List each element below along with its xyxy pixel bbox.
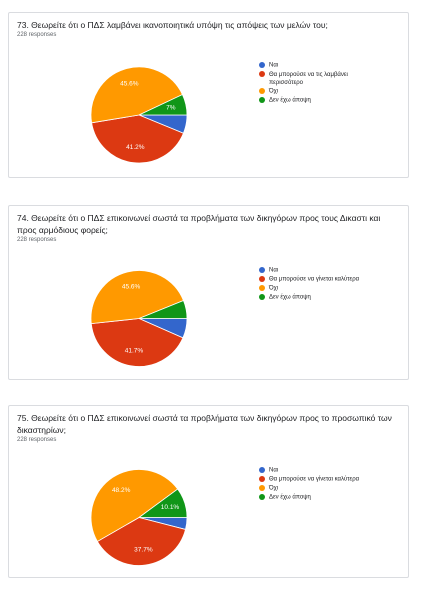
pie-chart: 37.7% 48.2% 10.1% Ναι Θα μπορούσε να γίνεται… — [90, 467, 360, 566]
legend-swatch — [259, 267, 265, 273]
slice-label: 45.6% — [122, 284, 141, 291]
legend-label: Όχι — [268, 286, 279, 292]
legend-swatch — [259, 276, 265, 282]
question: 74. Θεωρείτε ότι ο ΠΔΣ επικοινωνεί σωστά… — [17, 213, 381, 235]
pie-chart: 41.2% 45.6% 7% Ναι Θα μπορούσε να τις λαμβάν… — [90, 62, 349, 164]
question: 73. Θεωρείτε ότι ο ΠΔΣ λαμβάνει ικανοποι… — [17, 20, 328, 30]
legend-label: Δεν έχω άποψη — [269, 294, 311, 301]
pie-slice — [138, 94, 188, 116]
legend-swatch — [259, 97, 265, 103]
responses: 228 responses — [17, 437, 57, 443]
pie-slice — [90, 270, 185, 325]
legend-label: Ναι — [269, 63, 279, 69]
legend-label: Θα μπορούσε να γίνεται καλύτερα — [269, 477, 360, 483]
chart-title: 74. Θεωρείτε ότι ο ΠΔΣ επικοινωνεί σωστά… — [17, 212, 397, 245]
legend-label: Δεν έχω άποψη — [269, 97, 311, 104]
slice-label: 45.6% — [120, 81, 139, 88]
legend-swatch — [259, 88, 265, 94]
chart-card: 74. Θεωρείτε ότι ο ΠΔΣ επικοινωνεί σωστά… — [8, 205, 409, 380]
slice-label: 48.2% — [112, 487, 131, 494]
pie-slice — [90, 469, 179, 542]
slice-label: 10.1% — [161, 504, 180, 511]
pie-slice — [90, 318, 184, 367]
legend-label: Ναι — [269, 268, 279, 274]
responses: 228 responses — [17, 237, 57, 243]
legend-line: Θα μπορούσε να τις λαμβάνει — [269, 71, 349, 78]
legend-swatch — [259, 485, 265, 491]
slice-label: 41.7% — [125, 347, 144, 354]
legend-label: Όχι — [268, 89, 279, 95]
chart-title: 75. Θεωρείτε ότι ο ΠΔΣ επικοινωνεί σωστά… — [17, 412, 397, 445]
chart-card: 75. Θεωρείτε ότι ο ΠΔΣ επικοινωνεί σωστά… — [8, 405, 409, 578]
legend-swatch — [259, 294, 265, 300]
responses: 228 responses — [17, 32, 57, 38]
legend-label: Δεν έχω άποψη — [269, 494, 311, 501]
legend-label: Θα μπορούσε να τις λαμβάνει περισσότερο — [269, 71, 349, 86]
legend-swatch — [259, 467, 265, 473]
legend-swatch — [259, 71, 265, 77]
legend-label: Ναι — [269, 468, 279, 474]
legend-swatch — [259, 476, 265, 482]
pie-slice — [137, 488, 188, 518]
slice-label: 37.7% — [134, 547, 153, 554]
question: 75. Θεωρείτε ότι ο ΠΔΣ επικοινωνεί σωστά… — [17, 413, 392, 435]
legend-swatch — [259, 494, 265, 500]
pie-chart: 41.7% 45.6% Ναι Θα μπορούσε να γίνεται καλύ… — [90, 267, 360, 367]
legend-label: Θα μπορούσε να γίνεται καλύτερα — [269, 277, 360, 283]
slice-label: 7% — [166, 105, 176, 112]
pie-slice — [91, 114, 184, 164]
legend-swatch — [259, 62, 265, 68]
slice-label: 41.2% — [126, 144, 145, 151]
legend-line: περισσότερο — [269, 79, 304, 86]
chart-title: 73. Θεωρείτε ότι ο ΠΔΣ λαμβάνει ικανοποι… — [17, 19, 397, 40]
legend-swatch — [259, 285, 265, 291]
pie-slice — [90, 66, 183, 124]
chart-card: 73. Θεωρείτε ότι ο ΠΔΣ λαμβάνει ικανοποι… — [8, 12, 409, 178]
legend-label: Όχι — [268, 486, 279, 492]
pie-slice — [138, 300, 188, 319]
pie-slice — [96, 517, 186, 566]
